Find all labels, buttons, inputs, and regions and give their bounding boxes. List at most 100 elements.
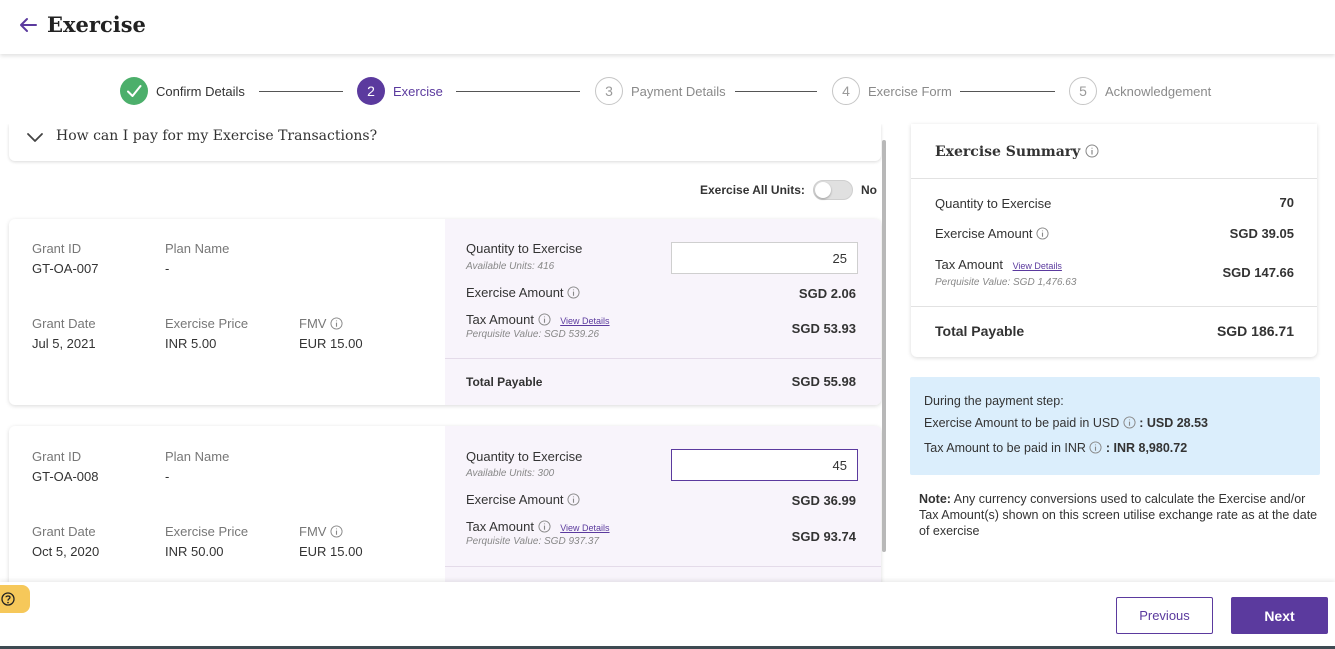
toggle-knob: [814, 182, 831, 198]
grant-details: Grant ID GT-OA-008 Plan Name - Grant Dat…: [9, 426, 445, 582]
view-details-link[interactable]: View Details: [560, 523, 610, 533]
faq-accordion[interactable]: How can I pay for my Exercise Transactio…: [9, 124, 881, 161]
footer-bar: [0, 582, 1335, 649]
grant-details: Grant ID GT-OA-007 Plan Name - Grant Dat…: [9, 219, 445, 405]
summary-qty-label: Quantity to Exercise: [935, 196, 1052, 211]
step-exercise: 2 Exercise: [357, 76, 443, 106]
available-units: Available Units: 416: [466, 261, 555, 272]
help-tab[interactable]: [0, 585, 30, 613]
summary-title-text: Exercise Summary: [935, 144, 1081, 160]
quantity-input[interactable]: [671, 449, 858, 481]
step-label: Payment Details: [631, 83, 726, 99]
notice-heading: During the payment step:: [924, 394, 1064, 408]
summary-exercise-amount-label-text: Exercise Amount: [935, 226, 1033, 241]
chevron-down-icon[interactable]: [26, 130, 44, 144]
exercise-amount-label-text: Exercise Amount: [466, 285, 564, 300]
stepper-connector: [960, 91, 1055, 92]
fmv-label: FMV: [299, 316, 343, 331]
step-label: Acknowledgement: [1105, 83, 1212, 99]
summary-perquisite: Perquisite Value: SGD 1,476.63: [935, 277, 1077, 288]
perquisite-value: Perquisite Value: SGD 937.37: [466, 536, 600, 547]
divider: [911, 306, 1317, 307]
info-icon[interactable]: [538, 313, 551, 326]
payment-notice: During the payment step: Exercise Amount…: [910, 377, 1320, 475]
scrollbar[interactable]: [882, 140, 886, 552]
tax-amount-label: Tax Amount View Details: [466, 519, 610, 534]
fmv-value: EUR 15.00: [299, 544, 363, 559]
tax-amount-label-text: Tax Amount: [466, 312, 534, 327]
divider: [445, 358, 881, 359]
exercise-amount-label: Exercise Amount: [466, 492, 580, 507]
exercise-price-value: INR 5.00: [165, 336, 217, 351]
check-icon: [120, 77, 148, 105]
exercise-all-toggle[interactable]: [812, 180, 853, 200]
view-details-link[interactable]: View Details: [560, 316, 610, 326]
summary-tax-label-text: Tax Amount: [935, 257, 1003, 272]
step-confirm-details: Confirm Details: [120, 76, 245, 106]
exercise-amount-value: SGD 36.99: [791, 493, 856, 508]
step-acknowledgement: 5 Acknowledgement: [1069, 76, 1211, 106]
quantity-input[interactable]: [671, 242, 858, 274]
exercise-all-label: Exercise All Units:: [700, 183, 805, 197]
qty-label: Quantity to Exercise: [466, 449, 583, 464]
tax-amount-label: Tax Amount View Details: [466, 312, 610, 327]
stepper-connector: [259, 91, 343, 92]
plan-name-value: -: [165, 261, 170, 276]
grants-list-area: How can I pay for my Exercise Transactio…: [0, 124, 888, 582]
previous-button[interactable]: Previous: [1116, 597, 1213, 634]
fmv-value: EUR 15.00: [299, 336, 363, 351]
notice-inr-value: : INR 8,980.72: [1105, 441, 1188, 455]
info-icon[interactable]: [1089, 441, 1102, 454]
grant-id-label: Grant ID: [32, 449, 82, 464]
faq-question[interactable]: How can I pay for my Exercise Transactio…: [56, 128, 378, 144]
plan-name-value: -: [165, 469, 170, 484]
exercise-all-state: No: [860, 183, 877, 197]
step-label: Exercise Form: [868, 83, 952, 99]
info-icon[interactable]: [567, 493, 580, 506]
note-text: Any currency conversions used to calcula…: [919, 492, 1318, 538]
view-details-link[interactable]: View Details: [1012, 261, 1062, 271]
grant-exercise-panel: Quantity to Exercise Available Units: 41…: [445, 219, 881, 405]
help-icon[interactable]: [1, 592, 15, 606]
info-icon[interactable]: [1036, 227, 1049, 240]
exercise-price-label: Exercise Price: [165, 524, 249, 539]
notice-usd-value: : USD 28.53: [1139, 416, 1208, 430]
tax-amount-value: SGD 53.93: [791, 321, 856, 336]
divider: [911, 178, 1317, 179]
fmv-label-text: FMV: [299, 316, 327, 331]
stepper-connector: [735, 91, 817, 92]
step-exercise-form: 4 Exercise Form: [832, 76, 952, 106]
fmv-label-text: FMV: [299, 524, 327, 539]
summary-tax-value: SGD 147.66: [1222, 265, 1294, 280]
info-icon[interactable]: [330, 525, 343, 538]
info-icon[interactable]: [538, 520, 551, 533]
step-label: Exercise: [393, 83, 443, 99]
notice-usd-label: Exercise Amount to be paid in USD: [924, 416, 1120, 430]
total-payable-value: SGD 55.98: [791, 374, 856, 389]
grant-id-value: GT-OA-007: [32, 261, 99, 276]
page-title: Exercise: [47, 12, 146, 37]
bottom-strip: [0, 646, 1335, 649]
progress-stepper: Confirm Details 2 Exercise 3 Payment Det…: [0, 76, 1335, 106]
summary-tax-label: Tax Amount View Details: [935, 257, 1062, 272]
info-icon[interactable]: [330, 317, 343, 330]
summary-title: Exercise Summary: [935, 144, 1099, 160]
plan-name-label: Plan Name: [165, 449, 230, 464]
stepper-connector: [456, 91, 580, 92]
tax-amount-value: SGD 93.74: [791, 529, 856, 544]
grant-exercise-panel: Quantity to Exercise Available Units: 30…: [445, 426, 881, 582]
info-icon[interactable]: [1123, 416, 1136, 429]
back-arrow-icon[interactable]: [17, 14, 39, 36]
exercise-amount-value: SGD 2.06: [798, 286, 856, 301]
currency-note: Note: Any currency conversions used to c…: [919, 491, 1319, 539]
step-label: Confirm Details: [156, 83, 245, 99]
next-button[interactable]: Next: [1231, 597, 1328, 634]
page-header: Exercise: [0, 0, 1335, 54]
info-icon[interactable]: [1085, 144, 1099, 158]
info-icon[interactable]: [567, 286, 580, 299]
step-payment-details: 3 Payment Details: [595, 76, 726, 106]
perquisite-value: Perquisite Value: SGD 539.26: [466, 329, 600, 340]
exercise-amount-label: Exercise Amount: [466, 285, 580, 300]
fmv-label: FMV: [299, 524, 343, 539]
exercise-amount-label-text: Exercise Amount: [466, 492, 564, 507]
